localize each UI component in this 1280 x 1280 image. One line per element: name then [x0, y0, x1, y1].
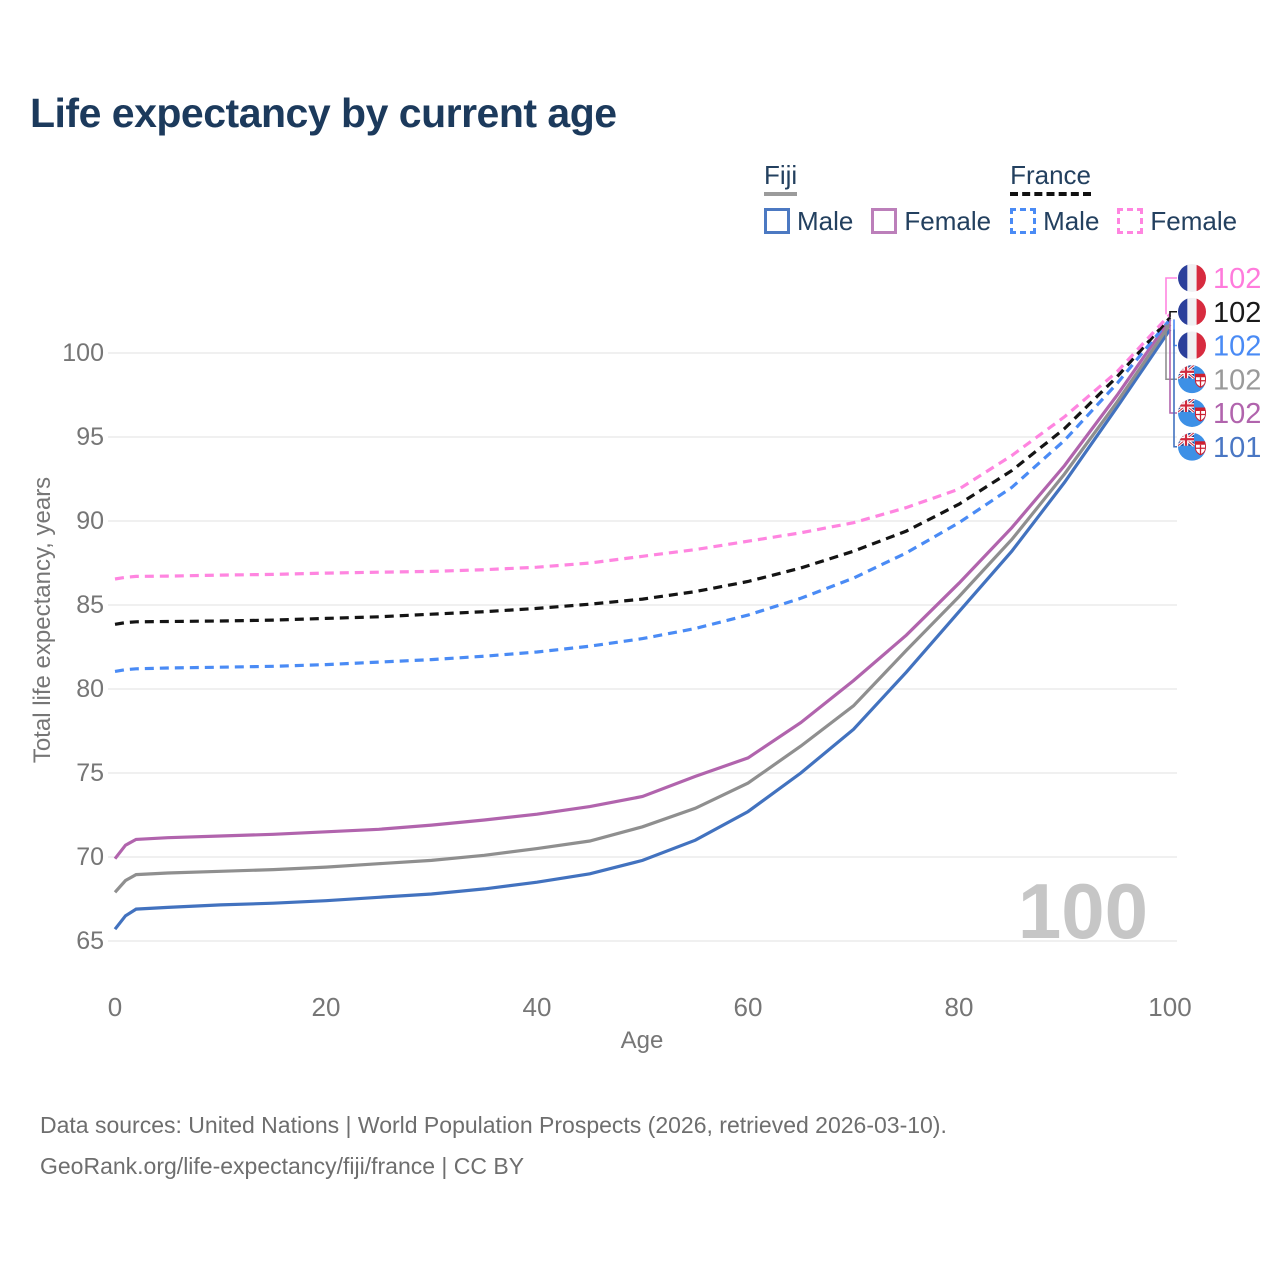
y-tick-label: 100 — [62, 339, 104, 367]
legend-item-label: Male — [797, 205, 854, 236]
legend-item-label: Female — [904, 205, 992, 236]
legend-header-fiji: Fiji — [764, 161, 798, 196]
legend-group-fiji: Fiji Male Female — [764, 161, 991, 237]
series-line-france-male[interactable] — [114, 318, 1172, 673]
y-tick-label: 80 — [76, 675, 104, 703]
france-flag-icon — [1178, 298, 1206, 326]
gridlines: 65 70 75 80 85 90 95 100 0 20 40 60 80 100 — [62, 339, 1191, 1022]
legend-item-france-female[interactable]: Female — [1117, 206, 1237, 237]
data-source-line: Data sources: United Nations | World Pop… — [40, 1112, 947, 1138]
x-axis-title: Age — [621, 1027, 664, 1054]
france-female-swatch-icon — [1117, 208, 1144, 235]
legend-item-fiji-female[interactable]: Female — [871, 206, 991, 237]
end-value-label-france-male: 102 — [1213, 331, 1261, 363]
series-line-fiji-both[interactable] — [113, 323, 1172, 894]
series-line-france-female[interactable] — [114, 313, 1172, 581]
france-flag-icon — [1178, 264, 1206, 292]
y-tick-label: 90 — [76, 507, 104, 535]
leader-line-france-female — [1165, 277, 1177, 315]
legend-header-france: France — [1010, 161, 1091, 196]
france-flag-icon — [1178, 332, 1206, 360]
series-line-fiji-female[interactable] — [113, 318, 1172, 860]
france-male-swatch-icon — [1010, 208, 1037, 235]
current-age-watermark: 100 — [1018, 867, 1148, 955]
legend-group-france: France Male Female — [1010, 161, 1237, 237]
leader-line-france-both — [1169, 310, 1177, 318]
x-tick-label: 80 — [945, 992, 974, 1022]
end-value-label-france-both: 102 — [1213, 297, 1261, 329]
y-axis-title: Total life expectancy, years — [29, 477, 56, 763]
end-value-label-fiji-female: 102 — [1213, 398, 1261, 430]
y-tick-label: 65 — [76, 927, 104, 955]
attribution-line: GeoRank.org/life-expectancy/fiji/france … — [40, 1153, 525, 1179]
fiji-female-swatch-icon — [871, 208, 898, 235]
series-lines — [113, 313, 1172, 931]
y-tick-label: 95 — [76, 423, 104, 451]
y-tick-label: 85 — [76, 591, 104, 619]
fiji-male-swatch-icon — [764, 208, 790, 235]
series-line-fiji-male[interactable] — [113, 328, 1172, 931]
x-tick-label: 100 — [1148, 992, 1191, 1022]
fiji-flag-icon — [1178, 433, 1206, 461]
end-value-label-fiji-both: 102 — [1213, 364, 1261, 396]
page-title: Life expectancy by current age — [30, 90, 617, 136]
end-value-label-france-female: 102 — [1213, 263, 1261, 295]
x-tick-label: 60 — [734, 992, 763, 1022]
x-tick-label: 20 — [312, 992, 341, 1022]
x-tick-label: 40 — [523, 992, 552, 1022]
legend-item-label: Female — [1150, 205, 1238, 236]
y-tick-label: 70 — [76, 843, 104, 871]
fiji-flag-icon — [1178, 399, 1206, 427]
series-line-france-both[interactable] — [114, 316, 1172, 626]
legend-item-france-male[interactable]: Male — [1010, 206, 1099, 237]
data-source-note: Data sources: United Nations | World Pop… — [40, 1105, 947, 1187]
leader-line-fiji-male — [1173, 329, 1177, 448]
y-tick-label: 75 — [76, 759, 104, 787]
legend-item-label: Male — [1043, 205, 1100, 236]
legend: Fiji Male Female France Male — [764, 161, 1237, 237]
x-tick-label: 0 — [108, 992, 122, 1022]
fiji-flag-icon — [1178, 365, 1206, 393]
legend-item-fiji-male[interactable]: Male — [764, 206, 853, 237]
end-value-label-fiji-male: 101 — [1213, 432, 1261, 464]
